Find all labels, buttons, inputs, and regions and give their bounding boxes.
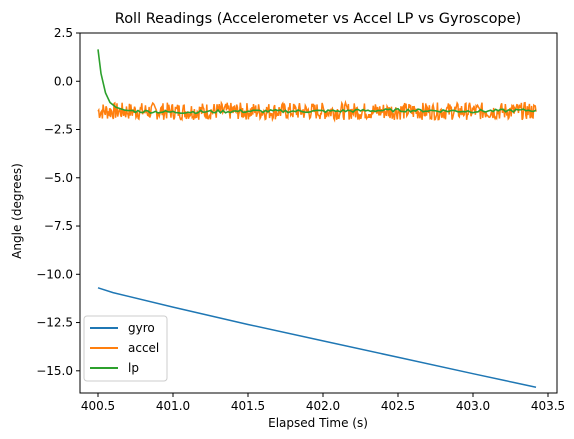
y-tick-label: −7.5 (44, 219, 73, 233)
y-tick-label: −5.0 (44, 171, 73, 185)
y-tick-label: −12.5 (36, 316, 73, 330)
y-tick-label: −2.5 (44, 123, 73, 137)
legend-label-accel: accel (128, 341, 159, 355)
x-axis: 400.5 401.0 401.5 402.0 402.5 403.0 403.5 (81, 393, 565, 413)
x-tick-label: 403.0 (456, 399, 490, 413)
y-tick-label: 0.0 (54, 74, 73, 88)
legend-label-lp: lp (128, 361, 139, 375)
x-tick-label: 402.0 (306, 399, 340, 413)
chart-title: Roll Readings (Accelerometer vs Accel LP… (115, 11, 521, 27)
legend-label-gyro: gyro (128, 321, 155, 335)
y-axis: 2.5 0.0 −2.5 −5.0 −7.5 −10.0 −12.5 −15.0 (36, 26, 80, 378)
x-tick-label: 403.5 (531, 399, 565, 413)
series-line-lp (97, 49, 537, 115)
y-tick-label: 2.5 (54, 26, 73, 40)
y-tick-label: −15.0 (36, 364, 73, 378)
y-tick-label: −10.0 (36, 267, 73, 281)
legend-box (83, 315, 168, 382)
series-line-accel (97, 99, 537, 123)
plot-frame (79, 32, 558, 394)
x-tick-label: 401.5 (231, 399, 265, 413)
plot-series-group (97, 49, 537, 388)
x-tick-label: 400.5 (81, 399, 115, 413)
series-line-gyro (97, 287, 537, 388)
x-axis-label: Elapsed Time (s) (268, 416, 368, 430)
x-tick-label: 401.0 (156, 399, 190, 413)
x-tick-label: 402.5 (381, 399, 415, 413)
legend: gyro accel lp (83, 315, 168, 382)
y-axis-label: Angle (degrees) (10, 163, 24, 259)
